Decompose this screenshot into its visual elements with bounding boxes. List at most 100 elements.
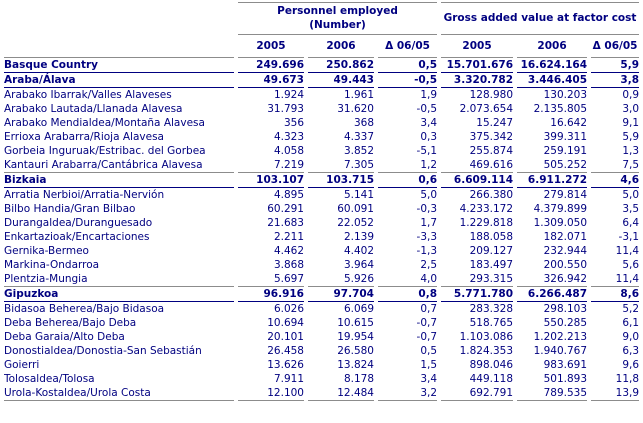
cell-value: 3.852 xyxy=(343,145,374,157)
corner-cell xyxy=(4,2,234,35)
cell-value: 12.100 xyxy=(238,386,304,401)
cell-value: 2,5 xyxy=(420,259,438,271)
cell-value: 3,0 xyxy=(622,103,640,115)
cell-value: 26.580 xyxy=(337,345,374,357)
cell-value: 249.696 xyxy=(238,57,304,73)
row-label: Deba Garaia/Alto Deba xyxy=(4,331,125,343)
cell-value: 4.462 xyxy=(273,245,304,257)
cell-value: 898.046 xyxy=(469,359,514,371)
row-label: Kantauri Arabarra/Cantábrica Alavesa xyxy=(4,159,203,171)
cell-value: 789.535 xyxy=(517,386,588,401)
cell-value: 5,9 xyxy=(591,57,640,73)
cell-value: 0,9 xyxy=(622,89,640,101)
row-label: Gipuzkoa xyxy=(4,286,234,302)
cell-value: 293.315 xyxy=(469,273,514,285)
table-row: Bidasoa Beherea/Bajo Bidasoa 6.026 6.069 0,… xyxy=(4,302,639,316)
cell-value: 3.964 xyxy=(343,259,374,271)
cell-value: 130.203 xyxy=(543,89,588,101)
cell-value: 15.247 xyxy=(476,117,514,129)
cell-value: -5,1 xyxy=(416,145,438,157)
cell-value: -3,3 xyxy=(416,231,438,243)
table-row: Deba Beherea/Bajo Deba 10.694 10.615 -0,7 51… xyxy=(4,316,639,330)
row-label: Basque Country xyxy=(4,57,234,73)
cell-value: 103.715 xyxy=(308,172,374,188)
row-label: Arratia Nerbioi/Arratia-Nervión xyxy=(4,189,165,201)
cell-value: -1,3 xyxy=(416,245,438,257)
cell-value: 6.069 xyxy=(343,303,374,315)
cell-value: 3.446.405 xyxy=(517,73,588,88)
row-label: Plentzia-Mungia xyxy=(4,273,88,285)
cell-value: 3,4 xyxy=(420,373,438,385)
cell-value: 209.127 xyxy=(469,245,514,257)
delta-header: Δ 06/05 xyxy=(385,40,430,52)
cell-value: 4,6 xyxy=(591,172,640,188)
cell-value: 182.071 xyxy=(543,231,588,243)
personnel-group-line1: Personnel employed xyxy=(277,5,398,17)
cell-value: 13,9 xyxy=(591,386,640,401)
cell-value: 3,4 xyxy=(420,117,438,129)
cell-value: 200.550 xyxy=(543,259,588,271)
cell-value: -0,5 xyxy=(378,73,438,88)
cell-value: 3.868 xyxy=(273,259,304,271)
cell-value: 4.337 xyxy=(343,131,374,143)
cell-value: 2.139 xyxy=(343,231,374,243)
cell-value: 469.616 xyxy=(469,159,514,171)
cell-value: 4.058 xyxy=(273,145,304,157)
cell-value: 266.380 xyxy=(469,189,514,201)
cell-value: 4.895 xyxy=(273,189,304,201)
cell-value: 8,6 xyxy=(591,286,640,302)
cell-value: 232.944 xyxy=(543,245,588,257)
cell-value: 15.701.676 xyxy=(441,57,514,73)
table-row: Gorbeia Inguruak/Estribac. del Gorbea 4.0… xyxy=(4,144,639,158)
cell-value: 7.219 xyxy=(273,159,304,171)
row-label: Gernika-Bermeo xyxy=(4,245,89,257)
gva-group-label: Gross added value at factor cost xyxy=(443,12,637,24)
cell-value: 1,5 xyxy=(420,359,438,371)
cell-value: 1,9 xyxy=(420,89,438,101)
row-label: Bizkaia xyxy=(4,172,234,188)
cell-value: 60.091 xyxy=(337,203,374,215)
cell-value: 356 xyxy=(283,117,304,129)
table-row: Arratia Nerbioi/Arratia-Nervión 4.895 5.14… xyxy=(4,188,639,202)
cell-value: 5,0 xyxy=(622,189,640,201)
cell-value: 96.916 xyxy=(238,286,304,302)
cell-value: 6,1 xyxy=(622,317,640,329)
cell-value: 20.101 xyxy=(267,331,304,343)
table-row: Durangaldea/Duranguesado 21.683 22.052 1,7 1… xyxy=(4,216,639,230)
table-row: Bizkaia 103.107 103.715 0,6 6.609.114 6.911.2… xyxy=(4,172,640,188)
row-label: Arabako Lautada/Llanada Alavesa xyxy=(4,103,183,115)
cell-value: 97.704 xyxy=(308,286,374,302)
cell-value: 692.791 xyxy=(441,386,514,401)
cell-value: 983.691 xyxy=(543,359,588,371)
cell-value: 1.961 xyxy=(343,89,374,101)
cell-value: 0,6 xyxy=(378,172,438,188)
cell-value: 4.323 xyxy=(273,131,304,143)
cell-value: 368 xyxy=(353,117,374,129)
cell-value: 183.497 xyxy=(469,259,514,271)
cell-value: 6.026 xyxy=(273,303,304,315)
cell-value: 5,6 xyxy=(622,259,640,271)
cell-value: 8.178 xyxy=(343,373,374,385)
cell-value: 103.107 xyxy=(238,172,304,188)
year-header-row: 2005 2006 Δ 06/05 2005 2006 Δ 06/05 xyxy=(4,35,639,57)
table-row: Tolosaldea/Tolosa 7.911 8.178 3,4 449.118 501… xyxy=(4,372,639,386)
row-label: Urola-Kostaldea/Urola Costa xyxy=(4,386,234,401)
cell-value: 5.141 xyxy=(343,189,374,201)
row-label: Goierri xyxy=(4,359,40,371)
cell-value: 1,3 xyxy=(622,145,640,157)
cell-value: 1,2 xyxy=(420,159,438,171)
cell-value: 31.793 xyxy=(267,103,304,115)
cell-value: 6,4 xyxy=(622,217,640,229)
cell-value: 283.328 xyxy=(469,303,514,315)
cell-value: 9,6 xyxy=(622,359,640,371)
cell-value: 550.285 xyxy=(543,317,588,329)
row-label: Gorbeia Inguruak/Estribac. del Gorbea xyxy=(4,145,206,157)
cell-value: 1.309.050 xyxy=(533,217,588,229)
cell-value: 31.620 xyxy=(337,103,374,115)
cell-value: 2.211 xyxy=(273,231,304,243)
cell-value: 128.980 xyxy=(469,89,514,101)
cell-value: 7.305 xyxy=(343,159,374,171)
table-row: Kantauri Arabarra/Cantábrica Alavesa 7.21… xyxy=(4,158,639,172)
cell-value: 11,4 xyxy=(615,245,640,257)
cell-value: 49.673 xyxy=(238,73,304,88)
